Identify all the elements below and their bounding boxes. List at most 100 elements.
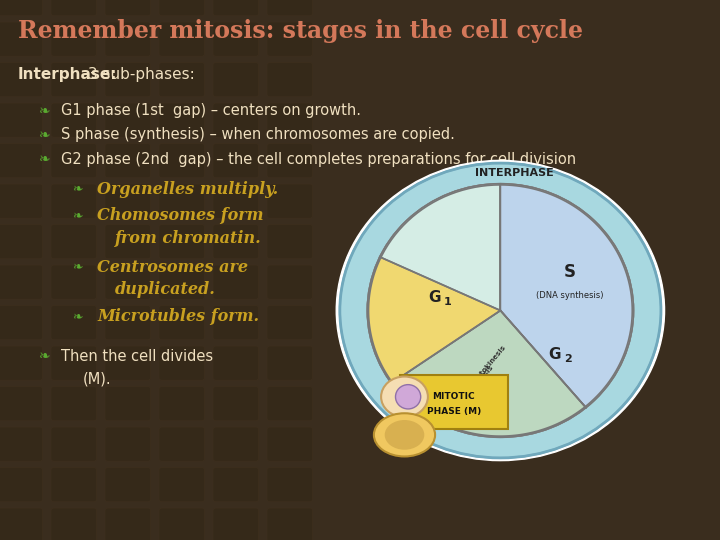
FancyBboxPatch shape (159, 346, 204, 380)
FancyBboxPatch shape (0, 63, 42, 97)
FancyBboxPatch shape (159, 468, 204, 502)
FancyBboxPatch shape (0, 22, 42, 56)
FancyBboxPatch shape (0, 508, 42, 540)
FancyBboxPatch shape (105, 346, 150, 380)
FancyBboxPatch shape (51, 427, 96, 461)
FancyBboxPatch shape (159, 103, 204, 137)
FancyBboxPatch shape (267, 103, 312, 137)
Text: G: G (428, 291, 441, 305)
Ellipse shape (367, 184, 634, 437)
Text: G2 phase (2nd  gap) – the cell completes preparations for cell division: G2 phase (2nd gap) – the cell completes … (61, 152, 576, 167)
FancyBboxPatch shape (51, 508, 96, 540)
Text: INTERPHASE: INTERPHASE (475, 168, 554, 178)
FancyBboxPatch shape (213, 0, 258, 16)
FancyBboxPatch shape (213, 346, 258, 380)
FancyBboxPatch shape (51, 468, 96, 502)
FancyBboxPatch shape (213, 225, 258, 259)
FancyBboxPatch shape (0, 306, 42, 340)
FancyBboxPatch shape (105, 427, 150, 461)
FancyBboxPatch shape (105, 225, 150, 259)
Text: duplicated.: duplicated. (115, 281, 216, 299)
Ellipse shape (381, 376, 428, 417)
Text: ❧: ❧ (73, 310, 83, 323)
Text: Remember mitosis: stages in the cell cycle: Remember mitosis: stages in the cell cyc… (18, 19, 583, 43)
Text: 2: 2 (564, 354, 572, 364)
Text: (M).: (M). (83, 372, 112, 387)
FancyBboxPatch shape (0, 468, 42, 502)
FancyBboxPatch shape (159, 144, 204, 178)
Text: ❧: ❧ (39, 152, 50, 166)
FancyBboxPatch shape (267, 22, 312, 56)
Text: Microtubles form.: Microtubles form. (97, 308, 259, 326)
FancyBboxPatch shape (213, 103, 258, 137)
Text: ❧: ❧ (73, 210, 83, 222)
Ellipse shape (336, 160, 665, 461)
FancyBboxPatch shape (51, 184, 96, 218)
FancyBboxPatch shape (159, 387, 204, 421)
Text: 1: 1 (444, 297, 452, 307)
FancyBboxPatch shape (105, 306, 150, 340)
FancyBboxPatch shape (51, 22, 96, 56)
FancyBboxPatch shape (51, 103, 96, 137)
Ellipse shape (395, 384, 420, 409)
FancyBboxPatch shape (51, 144, 96, 178)
FancyBboxPatch shape (105, 0, 150, 16)
FancyBboxPatch shape (213, 22, 258, 56)
FancyBboxPatch shape (213, 265, 258, 299)
FancyBboxPatch shape (213, 387, 258, 421)
FancyBboxPatch shape (0, 346, 42, 380)
FancyBboxPatch shape (267, 265, 312, 299)
FancyBboxPatch shape (159, 265, 204, 299)
FancyBboxPatch shape (267, 508, 312, 540)
Text: 3 sub-phases:: 3 sub-phases: (83, 67, 194, 82)
Text: Mitosis: Mitosis (472, 363, 495, 389)
FancyBboxPatch shape (105, 265, 150, 299)
FancyBboxPatch shape (267, 184, 312, 218)
FancyBboxPatch shape (267, 387, 312, 421)
Polygon shape (367, 184, 586, 437)
FancyBboxPatch shape (159, 184, 204, 218)
FancyBboxPatch shape (267, 63, 312, 97)
FancyBboxPatch shape (159, 306, 204, 340)
FancyBboxPatch shape (105, 103, 150, 137)
Text: Centrosomes are: Centrosomes are (97, 259, 248, 276)
Text: Cytokinesis: Cytokinesis (472, 345, 507, 383)
FancyBboxPatch shape (267, 468, 312, 502)
Text: Organelles multiply.: Organelles multiply. (97, 180, 279, 198)
FancyBboxPatch shape (213, 427, 258, 461)
FancyBboxPatch shape (267, 306, 312, 340)
Text: ❧: ❧ (39, 349, 50, 363)
Polygon shape (500, 184, 634, 408)
FancyBboxPatch shape (213, 144, 258, 178)
Text: ❧: ❧ (73, 261, 83, 274)
Text: Then the cell divides: Then the cell divides (61, 349, 213, 364)
Ellipse shape (374, 413, 435, 456)
FancyBboxPatch shape (0, 225, 42, 259)
Text: G1 phase (1st  gap) – centers on growth.: G1 phase (1st gap) – centers on growth. (61, 103, 361, 118)
Text: from chromatin.: from chromatin. (115, 230, 262, 247)
Text: PHASE (M): PHASE (M) (427, 407, 481, 416)
FancyBboxPatch shape (159, 22, 204, 56)
Text: Interphase:: Interphase: (18, 67, 117, 82)
FancyBboxPatch shape (0, 427, 42, 461)
FancyBboxPatch shape (51, 387, 96, 421)
FancyBboxPatch shape (213, 306, 258, 340)
FancyBboxPatch shape (0, 0, 42, 16)
Text: Chomosomes form: Chomosomes form (97, 207, 264, 225)
Text: S phase (synthesis) – when chromosomes are copied.: S phase (synthesis) – when chromosomes a… (61, 127, 455, 143)
Text: G: G (548, 347, 560, 362)
FancyBboxPatch shape (267, 144, 312, 178)
FancyBboxPatch shape (267, 346, 312, 380)
Text: MITOTIC: MITOTIC (433, 392, 475, 401)
FancyBboxPatch shape (105, 144, 150, 178)
FancyBboxPatch shape (213, 184, 258, 218)
FancyBboxPatch shape (0, 387, 42, 421)
FancyBboxPatch shape (159, 427, 204, 461)
FancyBboxPatch shape (400, 375, 508, 429)
FancyBboxPatch shape (159, 63, 204, 97)
FancyBboxPatch shape (267, 0, 312, 16)
FancyBboxPatch shape (267, 427, 312, 461)
FancyBboxPatch shape (105, 508, 150, 540)
FancyBboxPatch shape (105, 22, 150, 56)
FancyBboxPatch shape (267, 225, 312, 259)
